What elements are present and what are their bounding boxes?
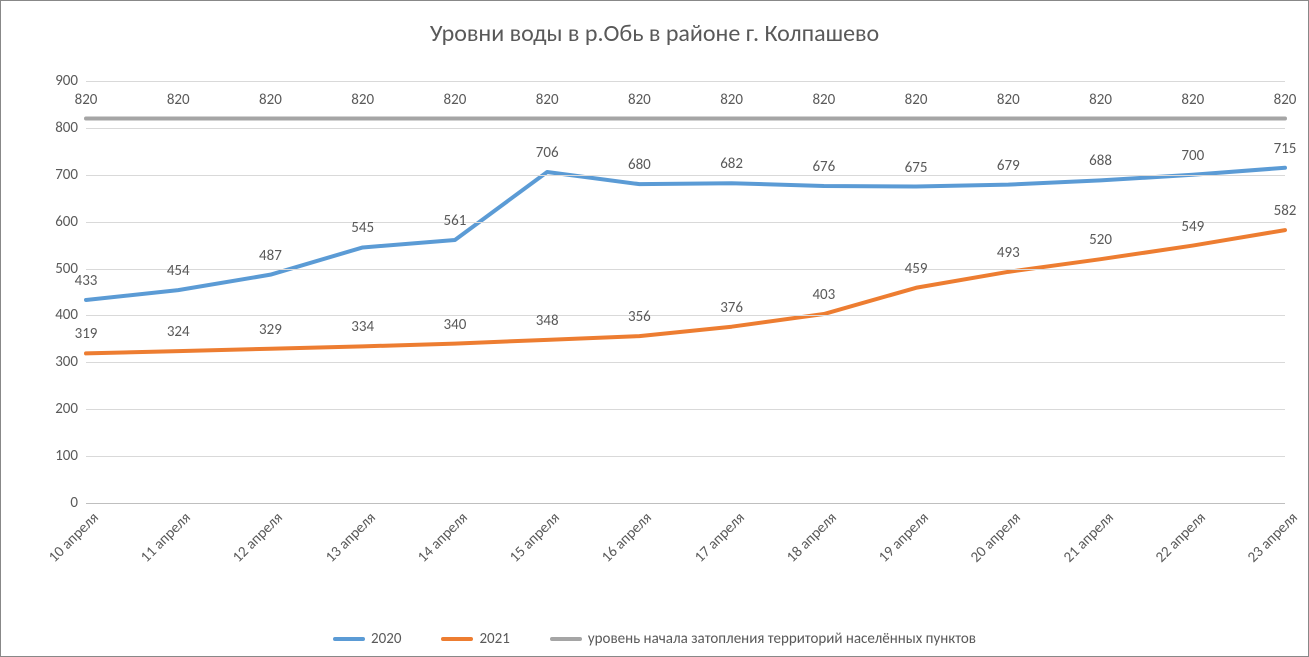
y-axis-label: 800	[55, 119, 78, 137]
plot-area: 010020030040050060070080090010 апреля11 …	[86, 81, 1285, 503]
x-axis-label: 13 апреля	[367, 509, 380, 522]
chart-title: Уровни воды в р.Обь в районе г. Колпашев…	[1, 19, 1308, 48]
x-axis-label: 11 апреля	[182, 509, 195, 522]
legend: 2020 2021 уровень начала затопления террит…	[1, 630, 1308, 648]
y-axis-label: 300	[55, 353, 78, 371]
x-axis-label: 18 апреля	[828, 509, 841, 522]
gridline	[86, 222, 1285, 223]
x-axis-label: 21 апреля	[1105, 509, 1118, 522]
y-axis-label: 600	[55, 213, 78, 231]
gridline	[86, 362, 1285, 363]
chart-container: Уровни воды в р.Обь в районе г. Колпашев…	[0, 0, 1309, 657]
data-label: 356	[628, 308, 651, 326]
data-label: 688	[1089, 152, 1112, 170]
y-axis-label: 200	[55, 400, 78, 418]
legend-swatch	[550, 637, 582, 641]
data-label: 820	[167, 91, 190, 109]
x-axis-label: 15 апреля	[551, 509, 564, 522]
data-label: 820	[997, 91, 1020, 109]
data-label: 348	[536, 312, 559, 330]
data-label: 433	[75, 272, 98, 290]
data-label: 340	[444, 316, 467, 334]
data-label: 487	[259, 247, 282, 265]
legend-item: уровень начала затопления территорий нас…	[550, 630, 976, 648]
x-axis-label: 17 апреля	[736, 509, 749, 522]
data-label: 319	[75, 325, 98, 343]
data-label: 376	[720, 299, 743, 317]
data-label: 820	[1181, 91, 1204, 109]
x-axis-label: 10 апреля	[90, 509, 103, 522]
x-axis-label: 23 апреля	[1289, 509, 1302, 522]
y-axis-label: 700	[55, 166, 78, 184]
data-label: 820	[628, 91, 651, 109]
x-axis-label: 16 апреля	[643, 509, 656, 522]
data-label: 549	[1181, 218, 1204, 236]
data-label: 820	[259, 91, 282, 109]
y-axis-label: 100	[55, 447, 78, 465]
data-label: 675	[905, 159, 928, 177]
gridline	[86, 269, 1285, 270]
data-label: 820	[812, 91, 835, 109]
x-axis-label: 22 апреля	[1197, 509, 1210, 522]
x-axis-label: 19 апреля	[920, 509, 933, 522]
data-label: 454	[167, 262, 190, 280]
data-label: 820	[75, 91, 98, 109]
data-label: 820	[444, 91, 467, 109]
gridline	[86, 409, 1285, 410]
data-label: 820	[720, 91, 743, 109]
series-lines	[86, 81, 1285, 503]
data-label: 680	[628, 156, 651, 174]
y-axis-label: 0	[70, 494, 78, 512]
data-label: 706	[536, 144, 559, 162]
gridline	[86, 315, 1285, 316]
data-label: 715	[1274, 140, 1297, 158]
gridline	[86, 81, 1285, 82]
legend-swatch	[441, 637, 473, 641]
data-label: 820	[1274, 91, 1297, 109]
data-label: 820	[351, 91, 374, 109]
data-label: 329	[259, 321, 282, 339]
legend-label: уровень начала затопления территорий нас…	[588, 630, 976, 648]
legend-item: 2021	[441, 630, 509, 648]
legend-label: 2020	[371, 630, 401, 648]
data-label: 520	[1089, 231, 1112, 249]
data-label: 820	[905, 91, 928, 109]
gridline	[86, 175, 1285, 176]
y-axis-label: 400	[55, 306, 78, 324]
data-label: 403	[812, 286, 835, 304]
gridline	[86, 456, 1285, 457]
x-axis-label: 12 апреля	[274, 509, 287, 522]
legend-item: 2020	[333, 630, 401, 648]
data-label: 582	[1274, 202, 1297, 220]
data-label: 820	[536, 91, 559, 109]
x-axis-label: 14 апреля	[459, 509, 472, 522]
gridline	[86, 503, 1285, 504]
data-label: 334	[351, 318, 374, 336]
data-label: 324	[167, 323, 190, 341]
data-label: 700	[1181, 147, 1204, 165]
data-label: 682	[720, 155, 743, 173]
data-label: 820	[1089, 91, 1112, 109]
y-axis-label: 900	[55, 72, 78, 90]
legend-label: 2021	[479, 630, 509, 648]
legend-swatch	[333, 637, 365, 641]
data-label: 679	[997, 157, 1020, 175]
gridline	[86, 128, 1285, 129]
data-label: 561	[444, 212, 467, 230]
data-label: 493	[997, 244, 1020, 262]
data-label: 459	[905, 260, 928, 278]
data-label: 545	[351, 219, 374, 237]
data-label: 676	[812, 158, 835, 176]
x-axis-label: 20 апреля	[1012, 509, 1025, 522]
